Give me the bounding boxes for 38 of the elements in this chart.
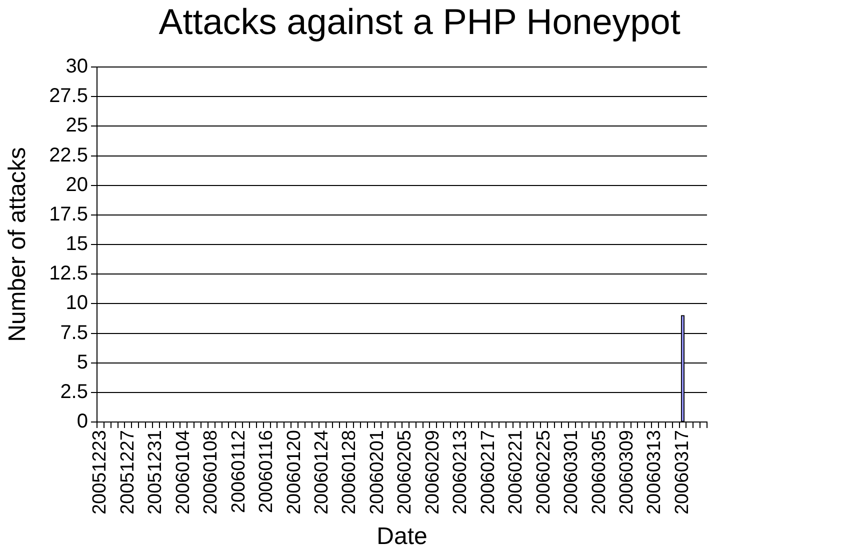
y-tick-label: 17.5 <box>49 203 88 226</box>
x-tick-label: 20060104 <box>172 430 194 515</box>
x-tick-label: 20060309 <box>616 430 638 515</box>
y-tick-label: 27.5 <box>49 85 88 108</box>
x-tick-label: 20051223 <box>90 430 111 515</box>
x-tick-label: 20060305 <box>588 430 610 515</box>
x-axis-title: Date <box>376 523 428 550</box>
x-tick-label: 20060209 <box>422 430 444 515</box>
x-tick-label: 20060112 <box>228 430 250 514</box>
y-axis-title: Number of attacks <box>4 147 32 342</box>
y-tick-label: 7.5 <box>60 322 88 344</box>
x-tick-label: 20060217 <box>478 430 499 515</box>
y-tick-label: 22.5 <box>49 144 88 166</box>
y-tick-label: 30 <box>66 56 88 78</box>
y-tick-label: 10 <box>66 292 88 314</box>
x-tick-label: 20060124 <box>312 430 333 515</box>
x-tick-label: 20060201 <box>366 430 388 515</box>
x-tick-label: 20060313 <box>644 430 666 515</box>
x-tick-label: 20060213 <box>450 430 472 515</box>
x-tick-label: 20060225 <box>533 430 554 515</box>
x-tick-label: 20060120 <box>284 430 305 515</box>
x-tick-label: 20060301 <box>561 430 582 515</box>
y-tick-label: 15 <box>66 233 88 256</box>
y-tick-label: 25 <box>66 114 88 137</box>
chart-title: Attacks against a PHP Honeypot <box>158 0 680 42</box>
x-tick-label: 20051227 <box>117 430 138 515</box>
y-tick-label: 12.5 <box>49 262 88 285</box>
x-tick-label: 20060317 <box>672 430 693 515</box>
x-tick-label: 20060108 <box>200 430 222 515</box>
x-tick-label: 20060128 <box>339 430 360 515</box>
y-tick-label: 5 <box>76 351 88 374</box>
x-tick-label: 20060205 <box>394 430 416 515</box>
y-tick-label: 2.5 <box>60 380 88 403</box>
x-tick-label: 20051231 <box>145 430 166 515</box>
y-tick-label: 20 <box>66 174 88 196</box>
x-tick-label: 20060116 <box>256 430 278 514</box>
x-tick-label: 20060221 <box>506 430 527 515</box>
y-tick-label: 0 <box>76 410 88 433</box>
